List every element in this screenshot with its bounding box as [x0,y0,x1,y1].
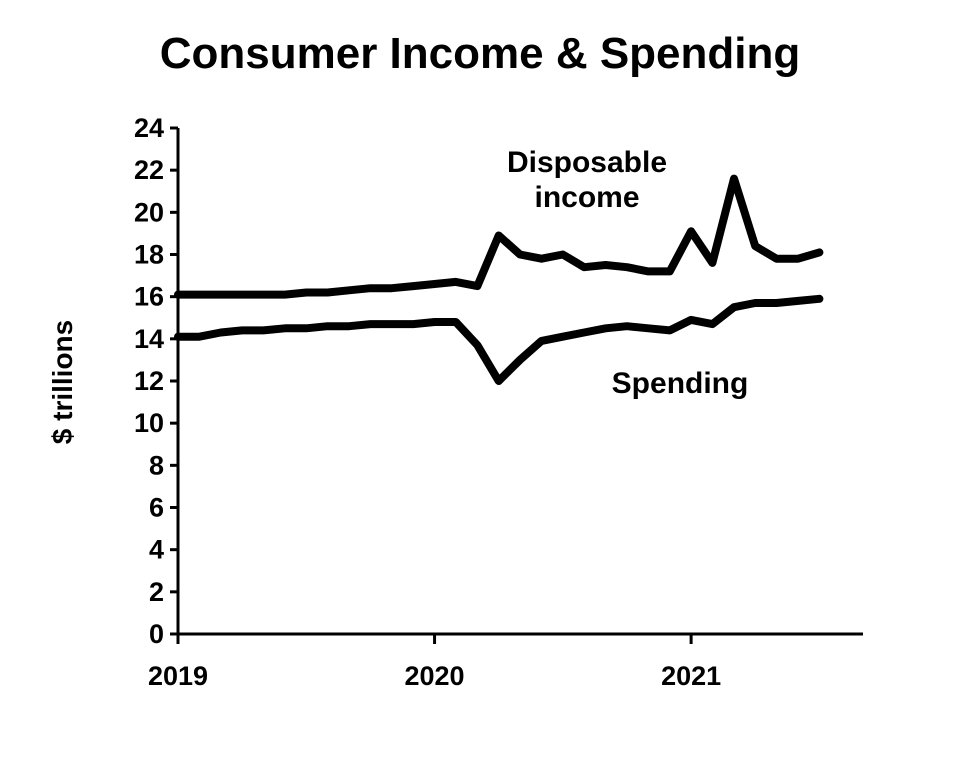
y-tick-label: 12 [134,366,164,396]
y-tick-label: 8 [149,450,164,480]
y-tick-label: 22 [134,155,164,185]
axes [176,128,863,636]
x-axis-ticks: 2019 2020 2021 [148,634,721,691]
series-label: Disposable [507,146,667,179]
y-tick-label: 20 [134,197,164,227]
y-tick-label: 24 [134,113,164,143]
series-group [174,174,824,385]
y-axis-label: $ trillions [47,320,78,444]
x-tick-label: 2019 [148,661,208,691]
chart-title: Consumer Income & Spending [160,29,801,78]
y-tick-label: 0 [149,619,164,649]
y-tick-label: 2 [149,577,164,607]
y-tick-label: 6 [149,493,164,523]
y-tick-label: 16 [134,282,164,312]
series-line-disposable-income [174,174,824,299]
series-line-spending [174,294,824,385]
y-tick-label: 4 [149,535,164,565]
series-label: income [534,181,639,214]
y-tick-label: 10 [134,408,164,438]
series-label: Spending [612,367,749,400]
y-tick-label: 18 [134,240,164,270]
x-tick-label: 2020 [405,661,465,691]
x-tick-label: 2021 [661,661,721,691]
y-tick-label: 14 [134,324,164,354]
